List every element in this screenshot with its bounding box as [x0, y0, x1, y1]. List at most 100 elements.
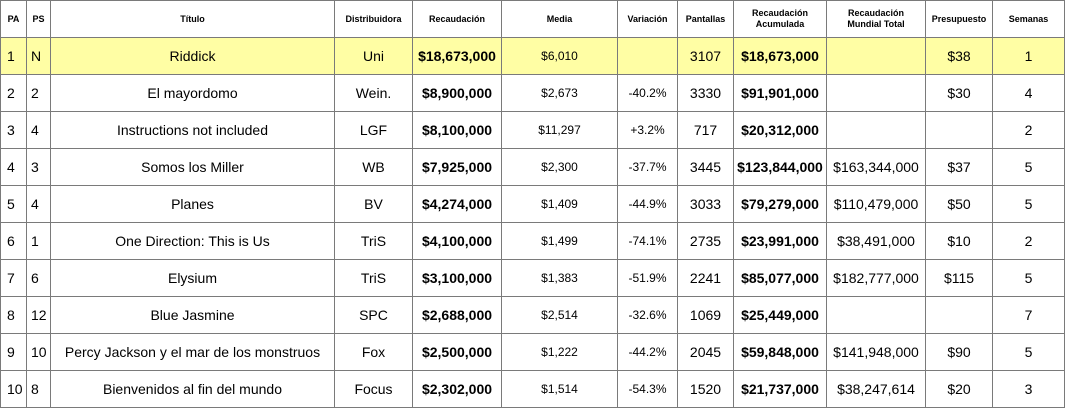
cell-presupuesto: $90	[925, 333, 993, 371]
cell-recaudacion: $2,500,000	[412, 333, 502, 371]
cell-titulo: Blue Jasmine	[50, 296, 335, 334]
cell-semanas: 4	[992, 74, 1065, 112]
cell-acumulada: $25,449,000	[733, 296, 827, 334]
table-row: 7 6 Elysium TriS $3,100,000 $1,383 -51.9% 2241 $…	[0, 259, 1065, 297]
cell-semanas: 5	[992, 259, 1065, 297]
cell-variacion: -54.3%	[617, 370, 678, 408]
cell-pantallas: 3033	[677, 185, 734, 223]
cell-recaudacion: $8,100,000	[412, 111, 502, 149]
cell-variacion: -44.9%	[617, 185, 678, 223]
cell-variacion	[617, 37, 678, 75]
header-variacion: Variación	[617, 0, 678, 38]
header-mundial-line2: Mundial Total	[847, 19, 905, 29]
cell-pa: 8	[0, 296, 27, 334]
cell-distribuidora: TriS	[334, 222, 413, 260]
cell-pantallas: 717	[677, 111, 734, 149]
cell-acumulada: $23,991,000	[733, 222, 827, 260]
cell-acumulada: $21,737,000	[733, 370, 827, 408]
cell-distribuidora: Focus	[334, 370, 413, 408]
header-recaudacion: Recaudación	[412, 0, 502, 38]
header-presupuesto: Presupuesto	[925, 0, 993, 38]
cell-media: $2,300	[501, 148, 618, 186]
cell-mundial: $141,948,000	[826, 333, 926, 371]
cell-acumulada: $91,901,000	[733, 74, 827, 112]
cell-pantallas: 3107	[677, 37, 734, 75]
cell-pa: 4	[0, 148, 27, 186]
header-media: Media	[501, 0, 618, 38]
cell-semanas: 2	[992, 111, 1065, 149]
cell-semanas: 2	[992, 222, 1065, 260]
cell-acumulada: $123,844,000	[733, 148, 827, 186]
cell-ps: 4	[26, 185, 51, 223]
cell-pantallas: 2241	[677, 259, 734, 297]
table-body: 1 N Riddick Uni $18,673,000 $6,010 3107 $18,673…	[0, 37, 1065, 408]
cell-titulo: Percy Jackson y el mar de los monstruos	[50, 333, 335, 371]
header-distribuidora: Distribuidora	[334, 0, 413, 38]
cell-pantallas: 3445	[677, 148, 734, 186]
cell-distribuidora: LGF	[334, 111, 413, 149]
cell-distribuidora: BV	[334, 185, 413, 223]
cell-mundial: $38,247,614	[826, 370, 926, 408]
cell-presupuesto: $37	[925, 148, 993, 186]
table-row: 5 4 Planes BV $4,274,000 $1,409 -44.9% 3033 $79,…	[0, 185, 1065, 223]
table-row: 1 N Riddick Uni $18,673,000 $6,010 3107 $18,673…	[0, 37, 1065, 75]
cell-titulo: Somos los Miller	[50, 148, 335, 186]
cell-presupuesto: $20	[925, 370, 993, 408]
cell-distribuidora: TriS	[334, 259, 413, 297]
header-semanas: Semanas	[992, 0, 1065, 38]
cell-recaudacion: $2,302,000	[412, 370, 502, 408]
cell-ps: 2	[26, 74, 51, 112]
cell-titulo: Elysium	[50, 259, 335, 297]
cell-variacion: +3.2%	[617, 111, 678, 149]
cell-titulo: One Direction: This is Us	[50, 222, 335, 260]
cell-presupuesto: $10	[925, 222, 993, 260]
cell-media: $1,409	[501, 185, 618, 223]
cell-ps: 1	[26, 222, 51, 260]
cell-pa: 5	[0, 185, 27, 223]
cell-semanas: 5	[992, 185, 1065, 223]
cell-variacion: -32.6%	[617, 296, 678, 334]
cell-mundial	[826, 111, 926, 149]
cell-variacion: -51.9%	[617, 259, 678, 297]
cell-pa: 9	[0, 333, 27, 371]
cell-mundial: $38,491,000	[826, 222, 926, 260]
cell-recaudacion: $18,673,000	[412, 37, 502, 75]
cell-ps: N	[26, 37, 51, 75]
cell-presupuesto	[925, 296, 993, 334]
cell-pa: 6	[0, 222, 27, 260]
cell-ps: 3	[26, 148, 51, 186]
header-acumulada-line1: Recaudación	[751, 8, 809, 18]
table-row: 2 2 El mayordomo Wein. $8,900,000 $2,673 -40.2…	[0, 74, 1065, 112]
cell-pantallas: 3330	[677, 74, 734, 112]
cell-pa: 7	[0, 259, 27, 297]
header-titulo: Título	[50, 0, 335, 38]
cell-distribuidora: Wein.	[334, 74, 413, 112]
cell-pantallas: 2045	[677, 333, 734, 371]
cell-pa: 3	[0, 111, 27, 149]
cell-titulo: El mayordomo	[50, 74, 335, 112]
cell-media: $11,297	[501, 111, 618, 149]
cell-media: $1,514	[501, 370, 618, 408]
cell-variacion: -44.2%	[617, 333, 678, 371]
cell-mundial	[826, 37, 926, 75]
header-row: PA PS Título Distribuidora Recaudación M…	[0, 0, 1065, 38]
cell-semanas: 5	[992, 148, 1065, 186]
cell-mundial	[826, 296, 926, 334]
table-row: 10 8 Bienvenidos al fin del mundo Focus $2,3…	[0, 370, 1065, 408]
cell-semanas: 1	[992, 37, 1065, 75]
header-acumulada-line2: Acumulada	[755, 19, 805, 29]
cell-presupuesto: $30	[925, 74, 993, 112]
cell-semanas: 3	[992, 370, 1065, 408]
cell-recaudacion: $7,925,000	[412, 148, 502, 186]
cell-titulo: Riddick	[50, 37, 335, 75]
cell-acumulada: $59,848,000	[733, 333, 827, 371]
cell-pantallas: 1520	[677, 370, 734, 408]
cell-pantallas: 1069	[677, 296, 734, 334]
cell-pa: 10	[0, 370, 27, 408]
cell-semanas: 5	[992, 333, 1065, 371]
header-pantallas: Pantallas	[677, 0, 734, 38]
cell-distribuidora: Uni	[334, 37, 413, 75]
cell-acumulada: $18,673,000	[733, 37, 827, 75]
cell-pa: 2	[0, 74, 27, 112]
cell-recaudacion: $8,900,000	[412, 74, 502, 112]
